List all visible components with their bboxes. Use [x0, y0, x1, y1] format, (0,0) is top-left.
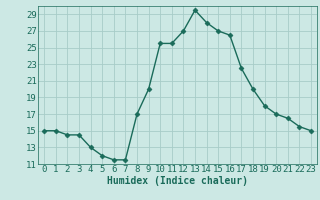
X-axis label: Humidex (Indice chaleur): Humidex (Indice chaleur)	[107, 176, 248, 186]
